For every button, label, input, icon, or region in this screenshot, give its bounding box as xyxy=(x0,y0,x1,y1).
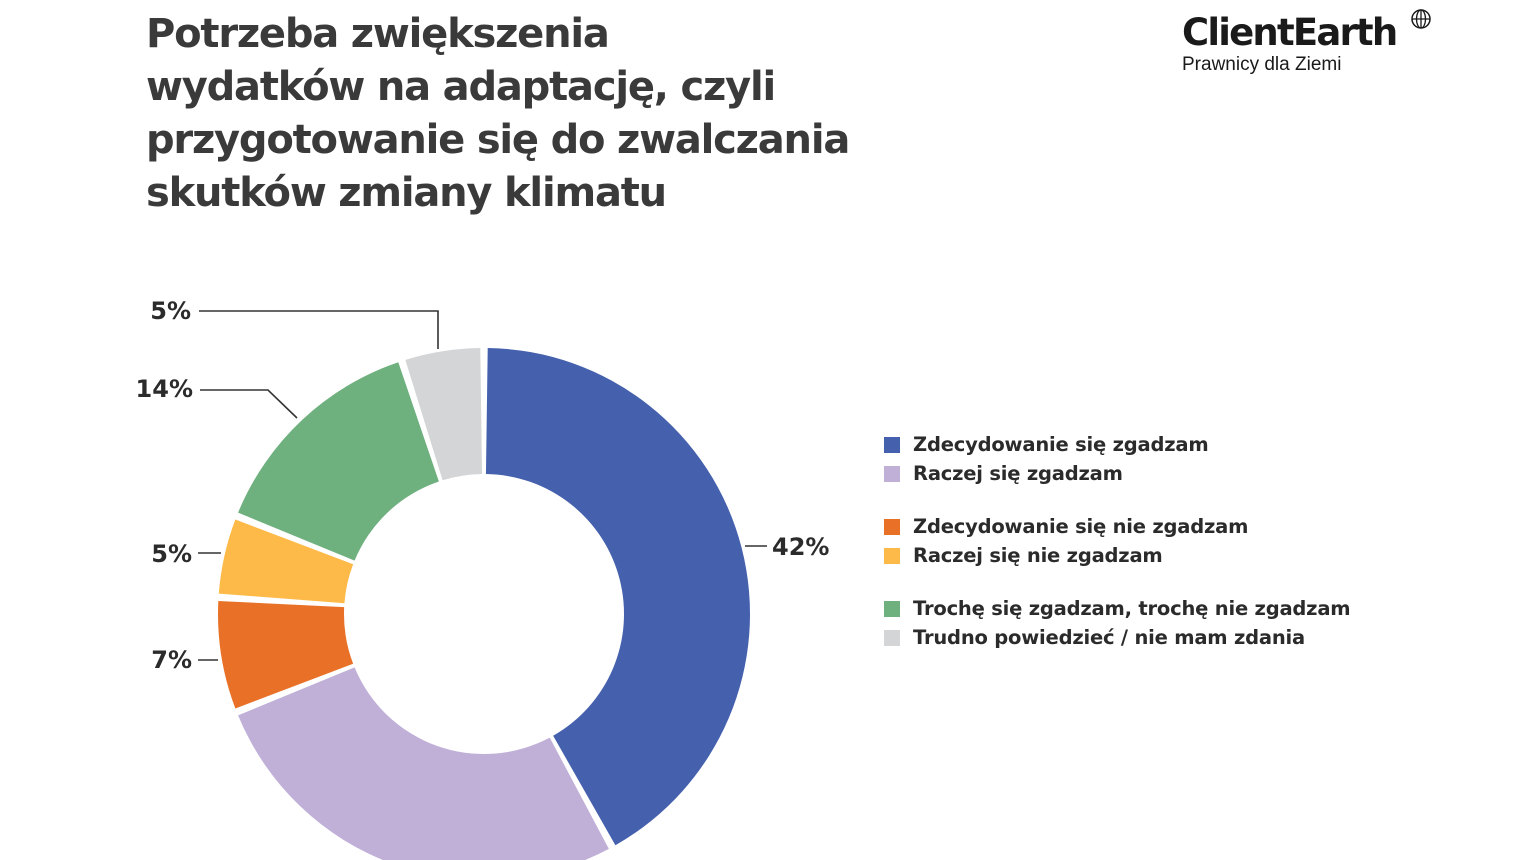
slice-raczej-sie-nie-zgadzam xyxy=(218,519,354,604)
legend-group-1: Zdecydowanie się zgadzam Raczej się zgadz… xyxy=(884,430,1350,488)
leader-line-trudno-powiedziec-nie-mam-zdania xyxy=(199,310,439,349)
legend-swatch xyxy=(884,629,900,646)
legend-item-raczej-sie-zgadzam: Raczej się zgadzam xyxy=(884,459,1350,488)
legend-item-zdecydowanie-sie-nie-zgadzam: Zdecydowanie się nie zgadzam xyxy=(884,512,1350,541)
legend-group-2: Zdecydowanie się nie zgadzam Raczej się n… xyxy=(884,512,1350,570)
title-line-3: przygotowanie się do zwalczania xyxy=(146,117,850,163)
title-line-2: wydatków na adaptację, czyli xyxy=(146,64,776,110)
legend-swatch xyxy=(884,600,900,617)
legend-label: Zdecydowanie się nie zgadzam xyxy=(913,515,1249,538)
legend-swatch xyxy=(884,518,900,535)
chart-legend: Zdecydowanie się zgadzam Raczej się zgadz… xyxy=(884,430,1351,676)
value-label-zdecydowanie-sie-nie-zgadzam: 7% xyxy=(151,646,192,674)
legend-item-trudno-powiedziec-nie-mam-zdania: Trudno powiedzieć / nie mam zdania xyxy=(884,623,1350,652)
legend-item-troche-sie-zgadzam-troche-nie-zgadzam: Trochę się zgadzam, trochę nie zgadzam xyxy=(884,594,1351,623)
slice-troche-sie-zgadzam-troche-nie-zgadzam xyxy=(238,362,439,561)
legend-item-zdecydowanie-sie-zgadzam: Zdecydowanie się zgadzam xyxy=(884,430,1350,459)
value-label-trudno-powiedziec-nie-mam-zdania: 5% xyxy=(150,297,191,325)
title-line-1: Potrzeba zwiększenia xyxy=(146,11,610,57)
value-label-troche-sie-zgadzam-troche-nie-zgadzam: 14% xyxy=(136,375,193,403)
legend-label: Trochę się zgadzam, trochę nie zgadzam xyxy=(913,597,1351,620)
value-label-raczej-sie-nie-zgadzam: 5% xyxy=(151,540,192,568)
legend-swatch xyxy=(884,547,900,564)
clientearth-logo: ClientEarth Prawnicy dla Ziemi xyxy=(1182,8,1431,76)
slice-raczej-sie-zgadzam xyxy=(238,667,609,860)
logo-brand: ClientEarth xyxy=(1182,11,1398,54)
legend-group-3: Trochę się zgadzam, trochę nie zgadzam Tr… xyxy=(884,594,1351,652)
legend-label: Raczej się nie zgadzam xyxy=(913,544,1163,567)
legend-item-raczej-sie-nie-zgadzam: Raczej się nie zgadzam xyxy=(884,541,1350,570)
title-line-4: skutków zmiany klimatu xyxy=(146,170,667,216)
slice-trudno-powiedziec-nie-mam-zdania xyxy=(405,348,483,481)
value-label-zdecydowanie-sie-zgadzam: 42% xyxy=(772,533,829,561)
legend-label: Zdecydowanie się zgadzam xyxy=(913,433,1209,456)
legend-label: Trudno powiedzieć / nie mam zdania xyxy=(913,626,1305,649)
globe-icon xyxy=(1411,9,1431,29)
slice-zdecydowanie-sie-zgadzam xyxy=(485,348,751,846)
logo-tagline: Prawnicy dla Ziemi xyxy=(1182,54,1342,75)
slice-zdecydowanie-sie-nie-zgadzam xyxy=(218,601,354,709)
legend-label: Raczej się zgadzam xyxy=(913,462,1123,485)
legend-swatch xyxy=(884,436,900,453)
chart-title: Potrzeba zwiększenia wydatków na adaptac… xyxy=(146,8,866,220)
leader-line-troche-sie-zgadzam-troche-nie-zgadzam xyxy=(200,389,298,419)
legend-swatch xyxy=(884,465,900,482)
